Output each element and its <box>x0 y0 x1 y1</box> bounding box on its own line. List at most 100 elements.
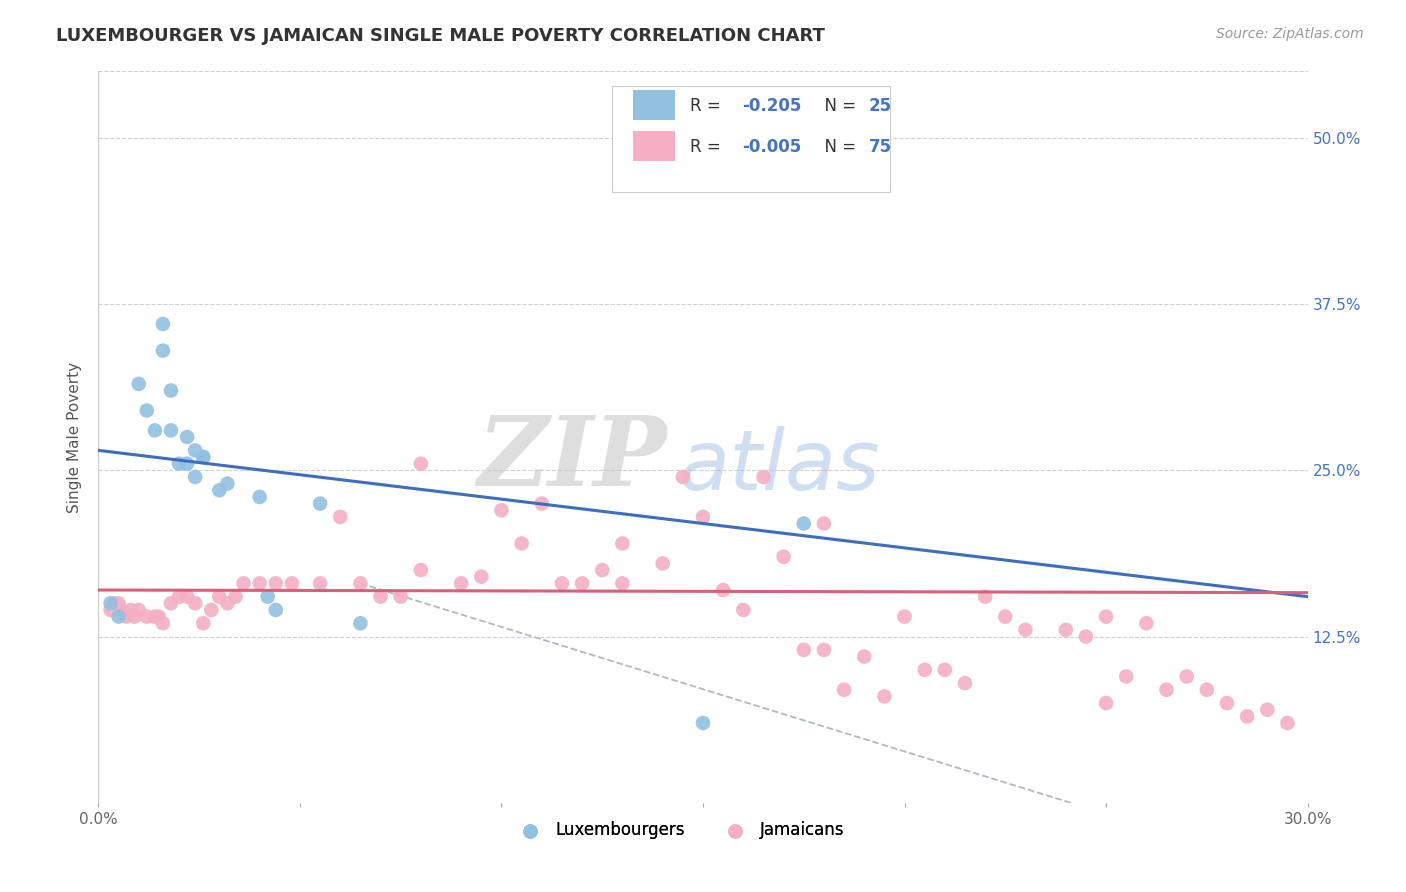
Point <box>264 603 287 617</box>
Point <box>752 470 775 484</box>
Point <box>1095 696 1118 710</box>
Point <box>184 470 207 484</box>
Point <box>1195 682 1218 697</box>
Text: -0.205: -0.205 <box>742 96 801 115</box>
Point <box>893 609 915 624</box>
Point <box>176 457 198 471</box>
Point <box>107 596 129 610</box>
Point <box>1014 623 1036 637</box>
Point <box>1156 682 1178 697</box>
Point <box>152 317 174 331</box>
Point <box>1175 669 1198 683</box>
Point <box>160 384 183 398</box>
Point <box>152 616 174 631</box>
Text: Source: ZipAtlas.com: Source: ZipAtlas.com <box>1216 27 1364 41</box>
Point <box>184 443 207 458</box>
Point <box>510 536 533 550</box>
Point <box>232 576 254 591</box>
Point <box>409 457 432 471</box>
Point <box>934 663 956 677</box>
Point <box>160 596 183 610</box>
Text: N =: N = <box>814 137 862 156</box>
Point <box>1095 609 1118 624</box>
Point <box>281 576 304 591</box>
Point <box>530 497 553 511</box>
Point <box>107 609 129 624</box>
Point <box>813 643 835 657</box>
Point <box>349 576 371 591</box>
Point <box>813 516 835 531</box>
Point <box>100 596 122 610</box>
Point <box>389 590 412 604</box>
Text: atlas: atlas <box>679 425 880 507</box>
Point <box>551 576 574 591</box>
Point <box>612 536 634 550</box>
Point <box>111 603 134 617</box>
Point <box>128 603 150 617</box>
Text: ZIP: ZIP <box>477 412 666 506</box>
Point <box>115 609 138 624</box>
Point <box>249 490 271 504</box>
Point <box>692 509 714 524</box>
Point <box>217 596 239 610</box>
Point <box>148 609 170 624</box>
Point <box>103 596 125 610</box>
Point <box>832 682 855 697</box>
Point <box>176 430 198 444</box>
Point <box>793 643 815 657</box>
Point <box>1236 709 1258 723</box>
FancyBboxPatch shape <box>613 86 890 192</box>
Point <box>672 470 695 484</box>
Point <box>733 603 755 617</box>
Point <box>853 649 876 664</box>
Point <box>1277 716 1299 731</box>
Point <box>143 424 166 438</box>
Point <box>1256 703 1278 717</box>
Y-axis label: Single Male Poverty: Single Male Poverty <box>67 361 83 513</box>
Legend: Luxembourgers, Jamaicans: Luxembourgers, Jamaicans <box>506 814 851 846</box>
Point <box>409 563 432 577</box>
Point <box>193 450 215 464</box>
Point <box>873 690 896 704</box>
Point <box>100 603 122 617</box>
Point <box>1115 669 1137 683</box>
Point <box>914 663 936 677</box>
Text: R =: R = <box>690 96 725 115</box>
FancyBboxPatch shape <box>633 130 675 161</box>
Point <box>370 590 392 604</box>
Point <box>1135 616 1157 631</box>
FancyBboxPatch shape <box>633 90 675 120</box>
Point <box>264 576 287 591</box>
Point <box>329 509 352 524</box>
Point <box>1054 623 1077 637</box>
Point <box>193 616 215 631</box>
Point <box>167 457 190 471</box>
Point <box>349 616 371 631</box>
Text: LUXEMBOURGER VS JAMAICAN SINGLE MALE POVERTY CORRELATION CHART: LUXEMBOURGER VS JAMAICAN SINGLE MALE POV… <box>56 27 825 45</box>
Point <box>128 376 150 391</box>
Point <box>591 563 613 577</box>
Text: 25: 25 <box>869 96 891 115</box>
Point <box>1216 696 1239 710</box>
Point <box>124 609 146 624</box>
Point <box>953 676 976 690</box>
Point <box>450 576 472 591</box>
Point <box>167 590 190 604</box>
Point <box>651 557 673 571</box>
Point <box>143 609 166 624</box>
Point <box>1074 630 1097 644</box>
Point <box>711 582 734 597</box>
Point <box>208 590 231 604</box>
Point <box>160 424 183 438</box>
Point <box>208 483 231 498</box>
Text: 75: 75 <box>869 137 891 156</box>
Text: N =: N = <box>814 96 862 115</box>
Point <box>994 609 1017 624</box>
Point <box>491 503 513 517</box>
Point <box>571 576 593 591</box>
Point <box>793 516 815 531</box>
Point <box>974 590 997 604</box>
Text: R =: R = <box>690 137 725 156</box>
Point <box>200 603 222 617</box>
Point <box>184 596 207 610</box>
